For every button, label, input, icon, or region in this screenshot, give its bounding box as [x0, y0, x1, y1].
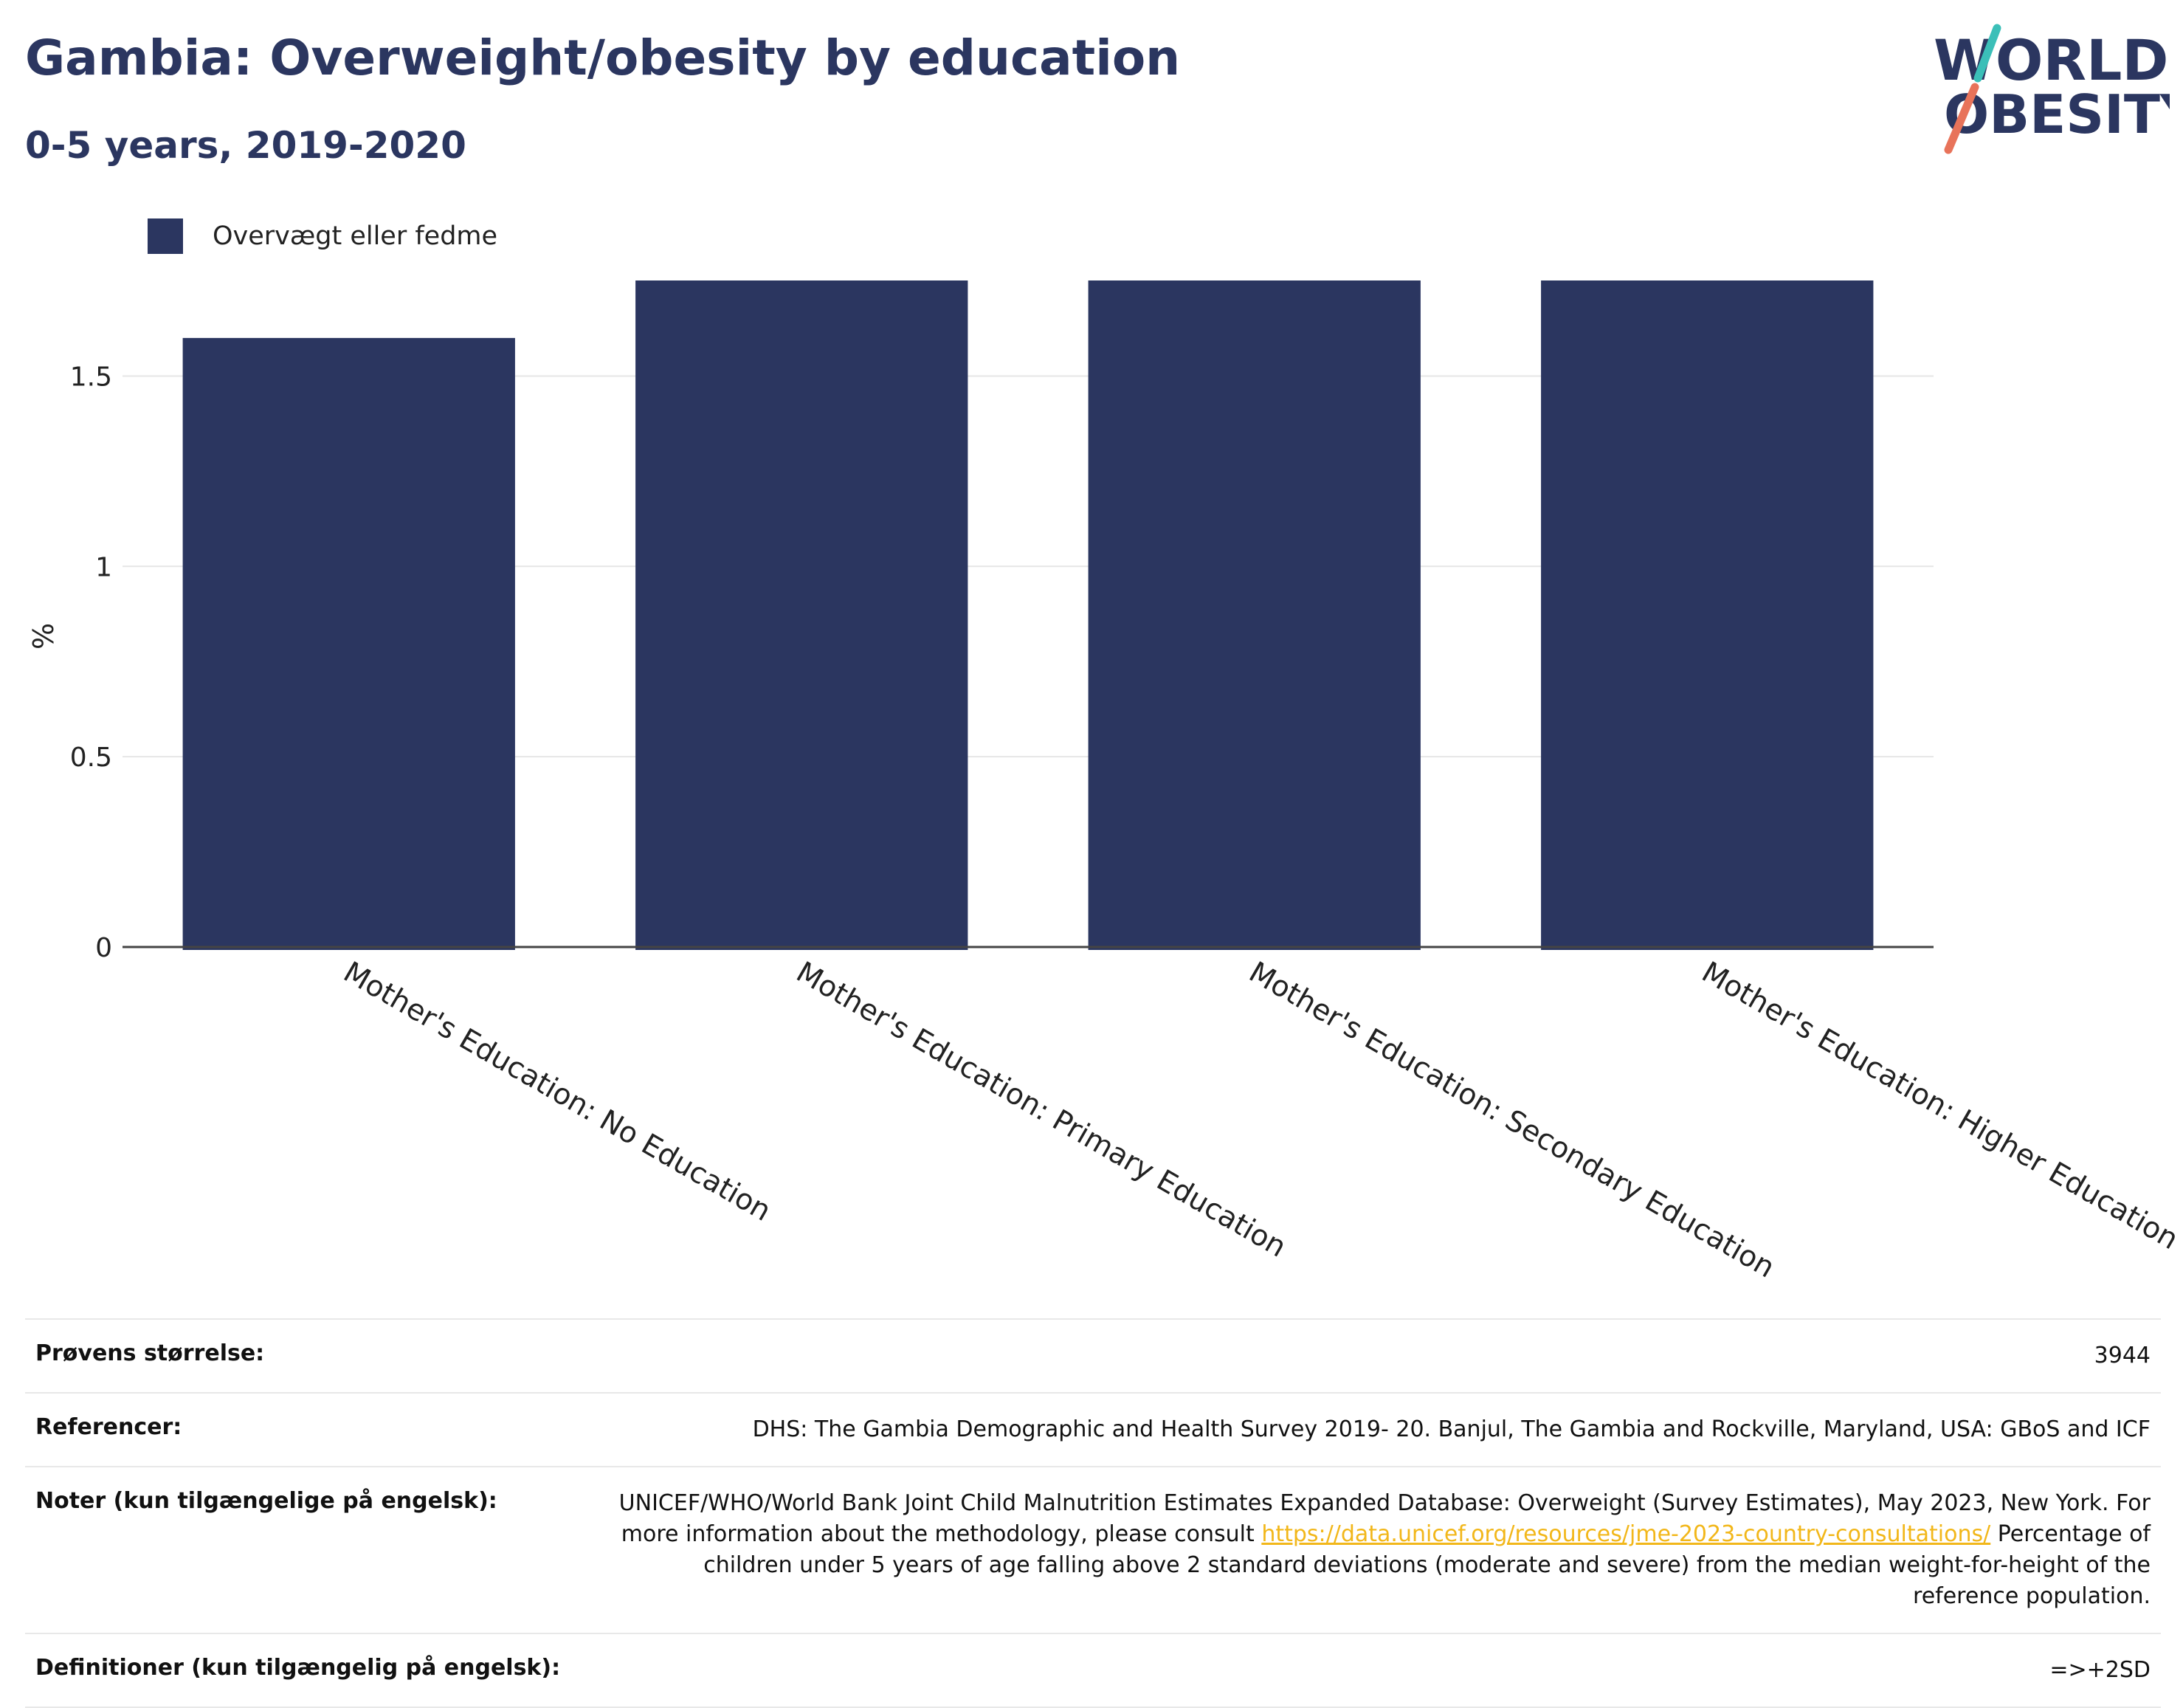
logo-slash-top	[1973, 24, 2001, 83]
chart-subtitle: 0-5 years, 2019-2020	[25, 124, 466, 167]
world-obesity-logo: WORLD OBESITY	[1934, 24, 2170, 154]
info-row-references: Referencer: DHS: The Gambia Demographic …	[25, 1392, 2161, 1467]
logo-line-2: OBESITY	[1944, 83, 2170, 145]
x-axis-ticks: Mother's Education: No Education Mother's…	[338, 956, 2183, 1285]
definitions-value: =>+2SD	[596, 1633, 2161, 1708]
info-row-sample-size: Prøvens størrelse: 3944	[25, 1318, 2161, 1394]
notes-text-1: UNICEF/WHO/World Bank Joint Child Malnut…	[618, 1490, 2151, 1547]
info-row-notes: Noter (kun tilgængelige på engelsk): UNI…	[25, 1466, 2161, 1634]
references-label: Referencer:	[25, 1392, 596, 1467]
sample-size-value: 3944	[596, 1318, 2161, 1394]
notes-label: Noter (kun tilgængelige på engelsk):	[25, 1466, 596, 1634]
notes-value: UNICEF/WHO/World Bank Joint Child Malnut…	[596, 1466, 2161, 1634]
legend-label: Overvægt eller fedme	[213, 221, 498, 251]
x-tick-label: Mother's Education: Secondary Education	[1244, 956, 1780, 1285]
bar[interactable]	[182, 337, 515, 950]
y-tick-label: 1.5	[70, 362, 112, 392]
references-value: DHS: The Gambia Demographic and Health S…	[596, 1392, 2161, 1467]
bars[interactable]	[182, 280, 1874, 951]
x-tick-label: Mother's Education: Primary Education	[790, 956, 1291, 1264]
bar-chart: 00.511.522.53 Mother's Education: No Edu…	[27, 280, 2183, 1285]
info-table: Prøvens størrelse: 3944 Referencer: DHS:…	[25, 1318, 2161, 1708]
bar[interactable]	[1541, 280, 1874, 950]
chart-title: Gambia: Overweight/obesity by education	[25, 30, 1181, 86]
legend-swatch	[148, 218, 183, 254]
y-tick-label: 1	[95, 552, 112, 582]
definitions-label: Definitioner (kun tilgængelig på engelsk…	[25, 1633, 596, 1708]
y-axis-label: %	[27, 623, 60, 650]
bar[interactable]	[635, 280, 968, 950]
logo-line-1: WORLD	[1934, 27, 2168, 93]
bar[interactable]	[1088, 280, 1421, 951]
x-tick-label: Mother's Education: Higher Education	[1696, 956, 2183, 1256]
info-row-definitions: Definitioner (kun tilgængelig på engelsk…	[25, 1633, 2161, 1708]
sample-size-label: Prøvens størrelse:	[25, 1318, 596, 1394]
y-tick-label: 0	[95, 933, 112, 963]
logo-slash-bottom	[1944, 83, 1979, 154]
y-axis-ticks: 00.511.522.53	[70, 362, 112, 963]
notes-link[interactable]: https://data.unicef.org/resources/jme-20…	[1261, 1521, 1991, 1547]
y-tick-label: 0.5	[70, 743, 112, 773]
legend[interactable]: Overvægt eller fedme	[148, 218, 497, 254]
x-tick-label: Mother's Education: No Education	[338, 956, 776, 1228]
notes-text-2: Percentage of children under 5 years of …	[703, 1521, 2151, 1609]
